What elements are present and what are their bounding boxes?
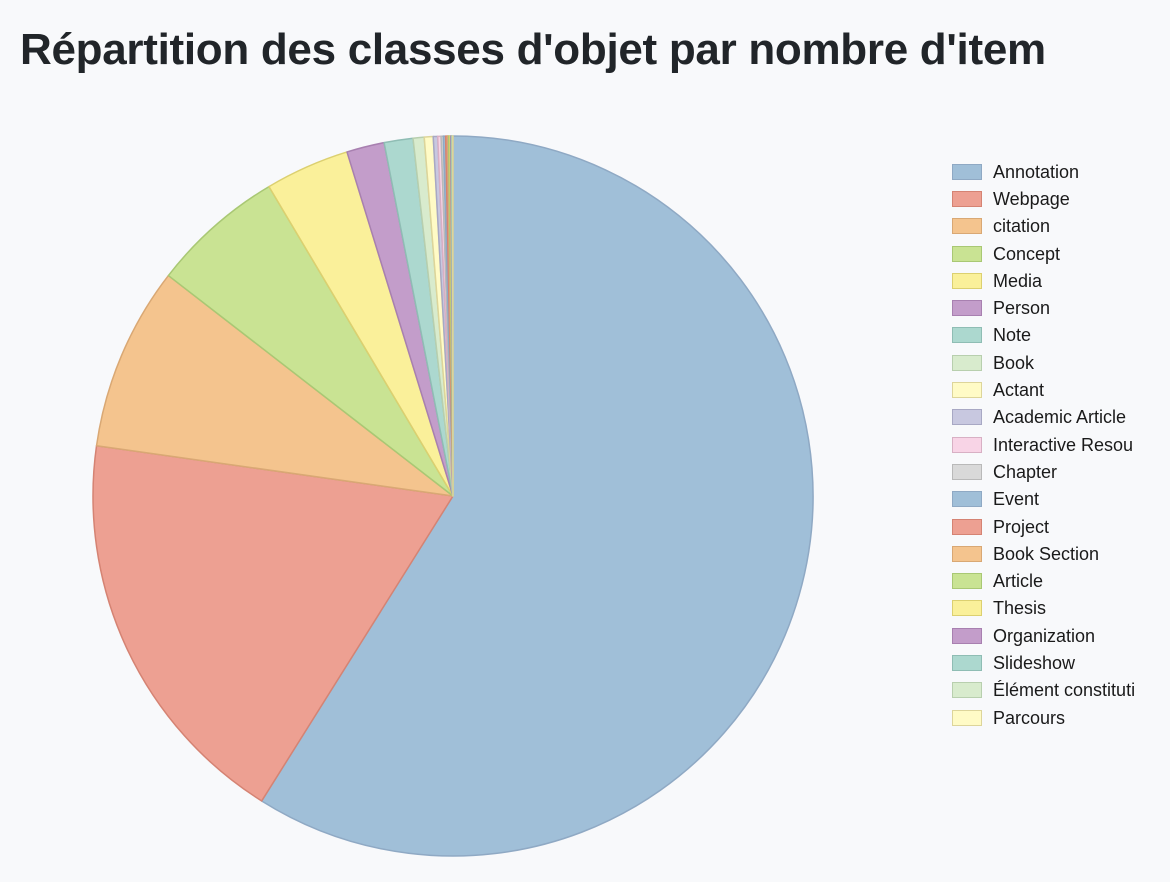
legend-label: Actant	[993, 380, 1045, 401]
legend-label: Academic Article	[993, 407, 1127, 428]
legend-item[interactable]: Note	[952, 322, 1134, 349]
legend-swatch	[952, 327, 982, 344]
legend-item[interactable]: Chapter	[952, 458, 1134, 485]
legend-swatch	[952, 573, 982, 590]
legend-label: Note	[993, 325, 1032, 346]
legend-item[interactable]: Media	[952, 267, 1134, 294]
chart-title: Répartition des classes d'objet par nomb…	[20, 25, 1046, 74]
legend-item[interactable]: Event	[952, 486, 1134, 513]
legend-label: Annotation	[993, 161, 1080, 182]
legend-label: Thesis	[993, 598, 1047, 619]
legend-swatch	[952, 709, 982, 726]
legend-swatch	[952, 218, 982, 235]
legend-item[interactable]: Academic Article	[952, 404, 1134, 431]
legend-label: Webpage	[993, 188, 1070, 209]
legend-item[interactable]: Actant	[952, 376, 1134, 403]
legend-item[interactable]: Concept	[952, 240, 1134, 267]
pie-slice-concept[interactable]	[167, 185, 454, 497]
legend-swatch	[952, 518, 982, 535]
legend-label: Event	[993, 489, 1040, 510]
legend-label: Parcours	[993, 707, 1066, 728]
legend-label: Interactive Resource	[993, 434, 1134, 455]
legend-swatch	[952, 463, 982, 480]
legend-label: Organization	[993, 625, 1096, 646]
legend-swatch	[952, 627, 982, 644]
legend-label: Media	[993, 270, 1043, 291]
legend-swatch	[952, 491, 982, 508]
legend-label: Book	[993, 352, 1035, 373]
legend-label: Chapter	[993, 461, 1058, 482]
legend-swatch	[952, 682, 982, 699]
legend-label: citation	[993, 216, 1051, 237]
legend-item[interactable]: Person	[952, 294, 1134, 321]
pie-slice-annotation[interactable]	[260, 135, 814, 857]
legend-item[interactable]: Webpage	[952, 185, 1134, 212]
legend-item[interactable]: Parcours	[952, 704, 1134, 731]
legend-item[interactable]: citation	[952, 213, 1134, 240]
legend-item[interactable]: Interactive Resource	[952, 431, 1134, 458]
legend-swatch	[952, 300, 982, 317]
legend-item[interactable]: Book	[952, 349, 1134, 376]
legend-swatch	[952, 245, 982, 262]
pie-slice-citation[interactable]	[95, 274, 454, 497]
legend-swatch	[952, 190, 982, 207]
legend-item[interactable]: Project	[952, 513, 1134, 540]
legend-item[interactable]: Élément constitutif	[952, 677, 1134, 704]
legend-label: Article	[993, 571, 1044, 592]
legend-swatch	[952, 436, 982, 453]
legend-swatch	[952, 163, 982, 180]
legend-item[interactable]: Thesis	[952, 595, 1134, 622]
legend-swatch	[952, 600, 982, 617]
legend-item[interactable]: Annotation	[952, 158, 1134, 185]
legend-item[interactable]: Organization	[952, 622, 1134, 649]
pie-slice-webpage[interactable]	[92, 444, 454, 802]
legend-swatch	[952, 409, 982, 426]
legend-label: Élément constitutif	[993, 680, 1134, 701]
legend-item[interactable]: Article	[952, 567, 1134, 594]
legend-item[interactable]: Slideshow	[952, 649, 1134, 676]
legend-swatch	[952, 272, 982, 289]
legend-label: Project	[993, 516, 1050, 537]
legend-swatch	[952, 382, 982, 399]
legend-swatch	[952, 545, 982, 562]
legend-item[interactable]: Book Section	[952, 540, 1134, 567]
legend-swatch	[952, 654, 982, 671]
chart-legend: Annotation Webpage citation Concept Media Per…	[952, 158, 1134, 731]
legend-swatch	[952, 354, 982, 371]
legend-label: Concept	[993, 243, 1061, 264]
legend-label: Book Section	[993, 543, 1100, 564]
legend-label: Slideshow	[993, 652, 1076, 673]
legend-label: Person	[993, 298, 1051, 319]
